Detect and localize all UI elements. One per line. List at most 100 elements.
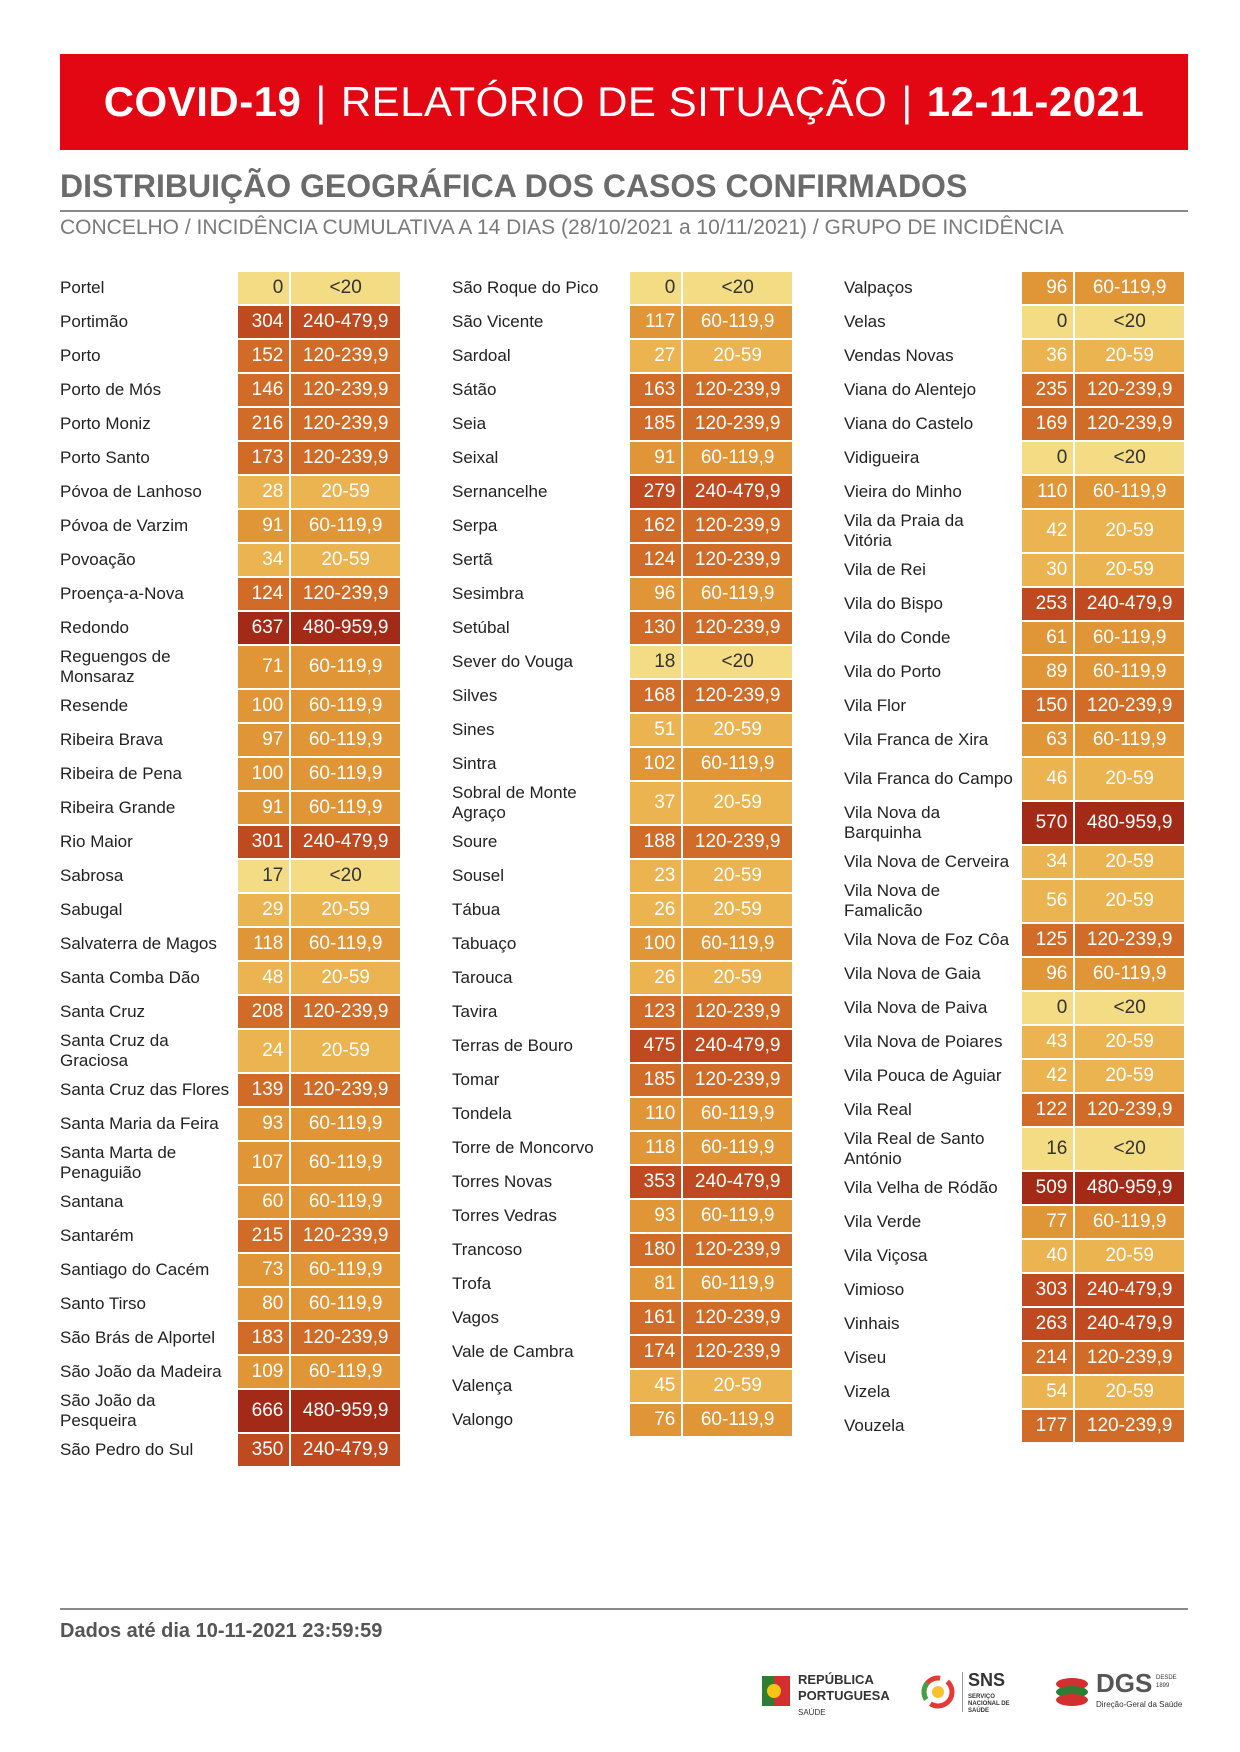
municipality-name: Sardoal (452, 346, 511, 365)
municipality-name: Salvaterra de Magos (60, 934, 217, 953)
municipality-name: Sousel (452, 866, 504, 885)
incidence-group: 60-119,9 (291, 1356, 400, 1388)
incidence-group: 60-119,9 (1075, 622, 1184, 654)
incidence-value: 42 (1021, 1060, 1074, 1092)
incidence-group: 120-239,9 (291, 1074, 400, 1106)
incidence-group: 20-59 (291, 962, 400, 994)
footer-divider (60, 1608, 1188, 1610)
incidence-group: 60-119,9 (291, 646, 400, 688)
municipality-name: Porto de Mós (60, 380, 162, 399)
incidence-group: 120-239,9 (1075, 1342, 1184, 1374)
incidence-value: 40 (1021, 1240, 1074, 1272)
incidence-value: 100 (629, 928, 682, 960)
incidence-group: 120-239,9 (683, 612, 792, 644)
footer-logos: REPÚBLICA PORTUGUESA SAÚDE SNS SERVIÇO N… (760, 1668, 1190, 1728)
table-row: Vila Real de Santo António 16 <20 (844, 1128, 1184, 1170)
municipality-name: Serpa (452, 516, 498, 535)
table-row: Vinhais 263 240-479,9 (844, 1308, 1184, 1340)
incidence-group: 240-479,9 (1075, 1308, 1184, 1340)
municipality-name: Santa Cruz (60, 1002, 146, 1021)
incidence-value: 36 (1021, 340, 1074, 372)
section-subtitle: CONCELHO / INCIDÊNCIA CUMULATIVA A 14 DI… (60, 216, 1064, 239)
incidence-value: 122 (1021, 1094, 1074, 1126)
table-row: Vila do Bispo 253 240-479,9 (844, 588, 1184, 620)
table-row: Vila da Praia da Vitória 42 20-59 (844, 510, 1184, 552)
report-banner: COVID-19 | RELATÓRIO DE SITUAÇÃO | 12-11… (60, 54, 1188, 150)
municipality-name: Rio Maior (60, 832, 133, 851)
incidence-value: 235 (1021, 374, 1074, 406)
sns-logo: SNS SERVIÇO NACIONAL DE SAÚDE (918, 1668, 1036, 1722)
incidence-value: 93 (237, 1108, 290, 1140)
municipality-name: Vila Flor (844, 696, 907, 715)
incidence-group: <20 (683, 646, 792, 678)
table-row: Porto Moniz 216 120-239,9 (60, 408, 400, 440)
incidence-group: <20 (1075, 1128, 1184, 1170)
incidence-value: 666 (237, 1390, 290, 1432)
table-row: Setúbal 130 120-239,9 (452, 612, 792, 644)
table-row: Vila Real 122 120-239,9 (844, 1094, 1184, 1126)
incidence-value: 263 (1021, 1308, 1074, 1340)
municipality-name: Valongo (452, 1410, 514, 1429)
municipality-name: Santana (60, 1192, 124, 1211)
incidence-value: 107 (237, 1142, 290, 1184)
municipality-name: Vidigueira (844, 448, 920, 467)
municipality-name: Vila Franca do Campo (844, 769, 1013, 788)
table-row: São João da Pesqueira 666 480-959,9 (60, 1390, 400, 1432)
municipality-name: Portimão (60, 312, 129, 331)
incidence-value: 570 (1021, 802, 1074, 844)
table-row: Terras de Bouro 475 240-479,9 (452, 1030, 792, 1062)
table-column-2: São Roque do Pico 0 <20 São Vicente 117 60-11… (452, 272, 792, 1438)
table-row: Vila Nova da Barquinha 570 480-959,9 (844, 802, 1184, 844)
table-row: Valongo 76 60-119,9 (452, 1404, 792, 1436)
table-row: Vale de Cambra 174 120-239,9 (452, 1336, 792, 1368)
table-row: Santa Cruz 208 120-239,9 (60, 996, 400, 1028)
municipality-name: Velas (844, 312, 886, 331)
incidence-value: 26 (629, 962, 682, 994)
municipality-name: Vila Viçosa (844, 1246, 928, 1265)
municipality-name: Torres Vedras (452, 1206, 557, 1225)
incidence-group: 480-959,9 (291, 612, 400, 644)
table-row: Póvoa de Lanhoso 28 20-59 (60, 476, 400, 508)
banner-separator-2: | (901, 78, 913, 125)
incidence-group: 60-119,9 (683, 1200, 792, 1232)
municipality-name: Ribeira Grande (60, 798, 176, 817)
municipality-name: Vila do Bispo (844, 594, 943, 613)
municipality-name: São João da Madeira (60, 1362, 222, 1381)
table-row: Povoação 34 20-59 (60, 544, 400, 576)
incidence-group: 60-119,9 (1075, 724, 1184, 756)
incidence-value: 118 (237, 928, 290, 960)
incidence-value: 304 (237, 306, 290, 338)
incidence-group: 60-119,9 (683, 442, 792, 474)
incidence-group: 20-59 (1075, 880, 1184, 922)
incidence-group: 20-59 (291, 476, 400, 508)
table-row: Vila Nova de Foz Côa 125 120-239,9 (844, 924, 1184, 956)
incidence-value: 81 (629, 1268, 682, 1300)
table-row: Portel 0 <20 (60, 272, 400, 304)
municipality-name: Tabuaço (452, 934, 517, 953)
incidence-group: 60-119,9 (1075, 958, 1184, 990)
table-row: Santa Cruz das Flores 139 120-239,9 (60, 1074, 400, 1106)
incidence-value: 150 (1021, 690, 1074, 722)
municipality-name: Vila Real de Santo António (844, 1129, 985, 1168)
incidence-group: 20-59 (683, 894, 792, 926)
incidence-group: 60-119,9 (683, 1404, 792, 1436)
municipality-name: Ribeira de Pena (60, 764, 182, 783)
incidence-value: 28 (237, 476, 290, 508)
table-row: Ribeira de Pena 100 60-119,9 (60, 758, 400, 790)
dgs-emblem-icon (1056, 1678, 1088, 1706)
incidence-group: 120-239,9 (291, 340, 400, 372)
municipality-name: Santa Maria da Feira (60, 1114, 219, 1133)
incidence-group: 240-479,9 (291, 826, 400, 858)
incidence-group: <20 (1075, 442, 1184, 474)
banner-covid: COVID-19 (103, 78, 302, 125)
incidence-value: 17 (237, 860, 290, 892)
incidence-group: 60-119,9 (683, 1132, 792, 1164)
municipality-name: Seia (452, 414, 487, 433)
incidence-group: 20-59 (1075, 554, 1184, 586)
incidence-value: 34 (1021, 846, 1074, 878)
municipality-name: Vizela (844, 1382, 890, 1401)
incidence-value: 43 (1021, 1026, 1074, 1058)
incidence-group: 20-59 (683, 860, 792, 892)
table-row: Santiago do Cacém 73 60-119,9 (60, 1254, 400, 1286)
municipality-name: São Pedro do Sul (60, 1440, 194, 1459)
